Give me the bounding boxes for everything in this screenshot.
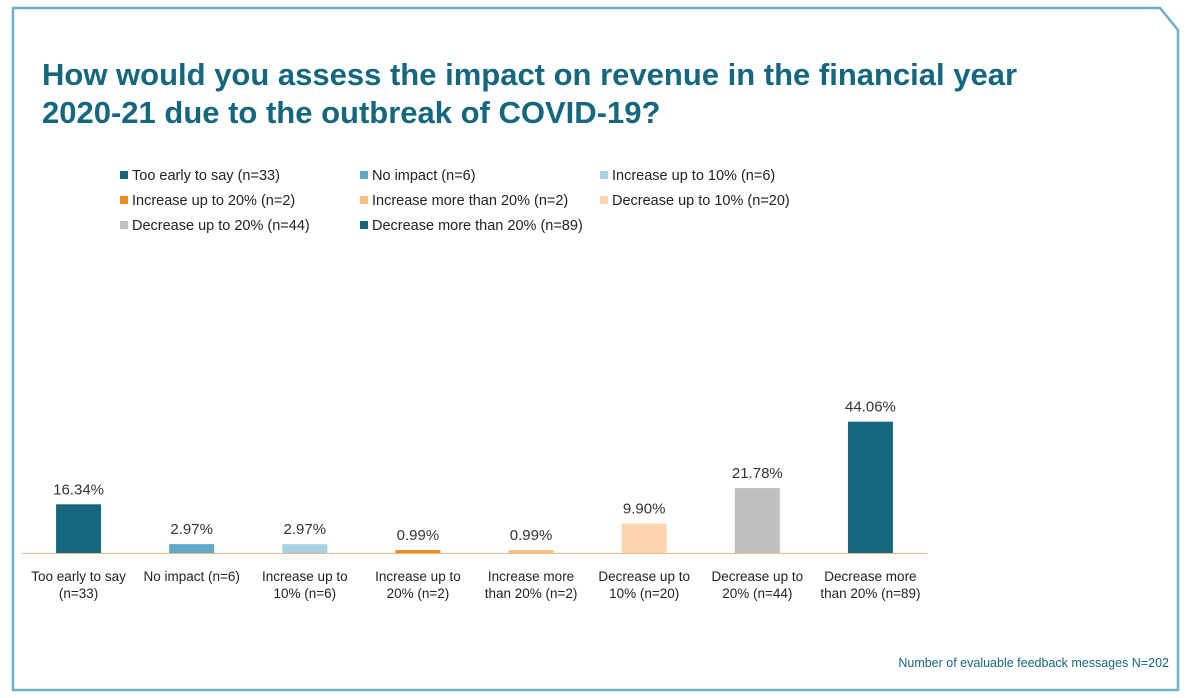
category-label: Too early to say (n=33) xyxy=(31,569,126,601)
bar xyxy=(508,550,554,553)
legend-swatch xyxy=(600,171,608,179)
bar xyxy=(282,544,328,553)
legend-label: Too early to say (n=33) xyxy=(132,168,280,184)
legend-item: Too early to say (n=33) xyxy=(120,168,280,184)
data-label: 44.06% xyxy=(845,399,896,416)
legend-label: Increase up to 20% (n=2) xyxy=(132,193,296,209)
bar xyxy=(395,550,441,553)
bar xyxy=(56,504,102,553)
bar xyxy=(621,523,667,553)
legend-label: Increase more than 20% (n=2) xyxy=(372,193,569,209)
legend-item: Increase more than 20% (n=2) xyxy=(360,193,568,209)
legend-label: Increase up to 10% (n=6) xyxy=(612,168,776,184)
legend-label: Decrease up to 10% (n=20) xyxy=(612,193,790,209)
footer-note: Number of evaluable feedback messages N=… xyxy=(898,656,1169,670)
legend-swatch xyxy=(360,171,368,179)
category-label: Increase up to 10% (n=6) xyxy=(262,569,348,601)
chart-title: How would you assess the impact on reven… xyxy=(42,57,1018,130)
data-label: 9.90% xyxy=(623,500,666,517)
data-label: 0.99% xyxy=(510,527,553,544)
legend-label: No impact (n=6) xyxy=(372,168,476,184)
data-label: 16.34% xyxy=(53,481,104,498)
bar xyxy=(169,544,215,553)
legend-item: Increase up to 10% (n=6) xyxy=(600,168,775,184)
bar xyxy=(734,488,780,553)
legend-swatch xyxy=(120,221,128,229)
data-label: 2.97% xyxy=(284,521,327,538)
data-label: 2.97% xyxy=(170,521,213,538)
legend-swatch xyxy=(120,196,128,204)
category-label: Decrease up to 10% (n=20) xyxy=(598,569,690,601)
data-label: 0.99% xyxy=(397,527,440,544)
legend-item: Decrease up to 10% (n=20) xyxy=(600,193,790,209)
legend-item: Decrease up to 20% (n=44) xyxy=(120,218,310,234)
legend-swatch xyxy=(600,196,608,204)
category-label: Decrease up to 20% (n=44) xyxy=(712,569,804,601)
legend-swatch xyxy=(120,171,128,179)
legend-item: Increase up to 20% (n=2) xyxy=(120,193,295,209)
category-label: Increase up to 20% (n=2) xyxy=(375,569,461,601)
bar xyxy=(847,421,893,553)
legend-item: No impact (n=6) xyxy=(360,168,476,184)
legend-item: Decrease more than 20% (n=89) xyxy=(360,218,583,234)
legend-swatch xyxy=(360,196,368,204)
category-label: Increase more than 20% (n=2) xyxy=(485,569,578,601)
legend-label: Decrease up to 20% (n=44) xyxy=(132,218,310,234)
legend-swatch xyxy=(360,221,368,229)
category-label: Decrease more than 20% (n=89) xyxy=(820,569,920,601)
category-label: No impact (n=6) xyxy=(143,569,239,584)
data-label: 21.78% xyxy=(732,465,783,482)
legend-label: Decrease more than 20% (n=89) xyxy=(372,218,583,234)
